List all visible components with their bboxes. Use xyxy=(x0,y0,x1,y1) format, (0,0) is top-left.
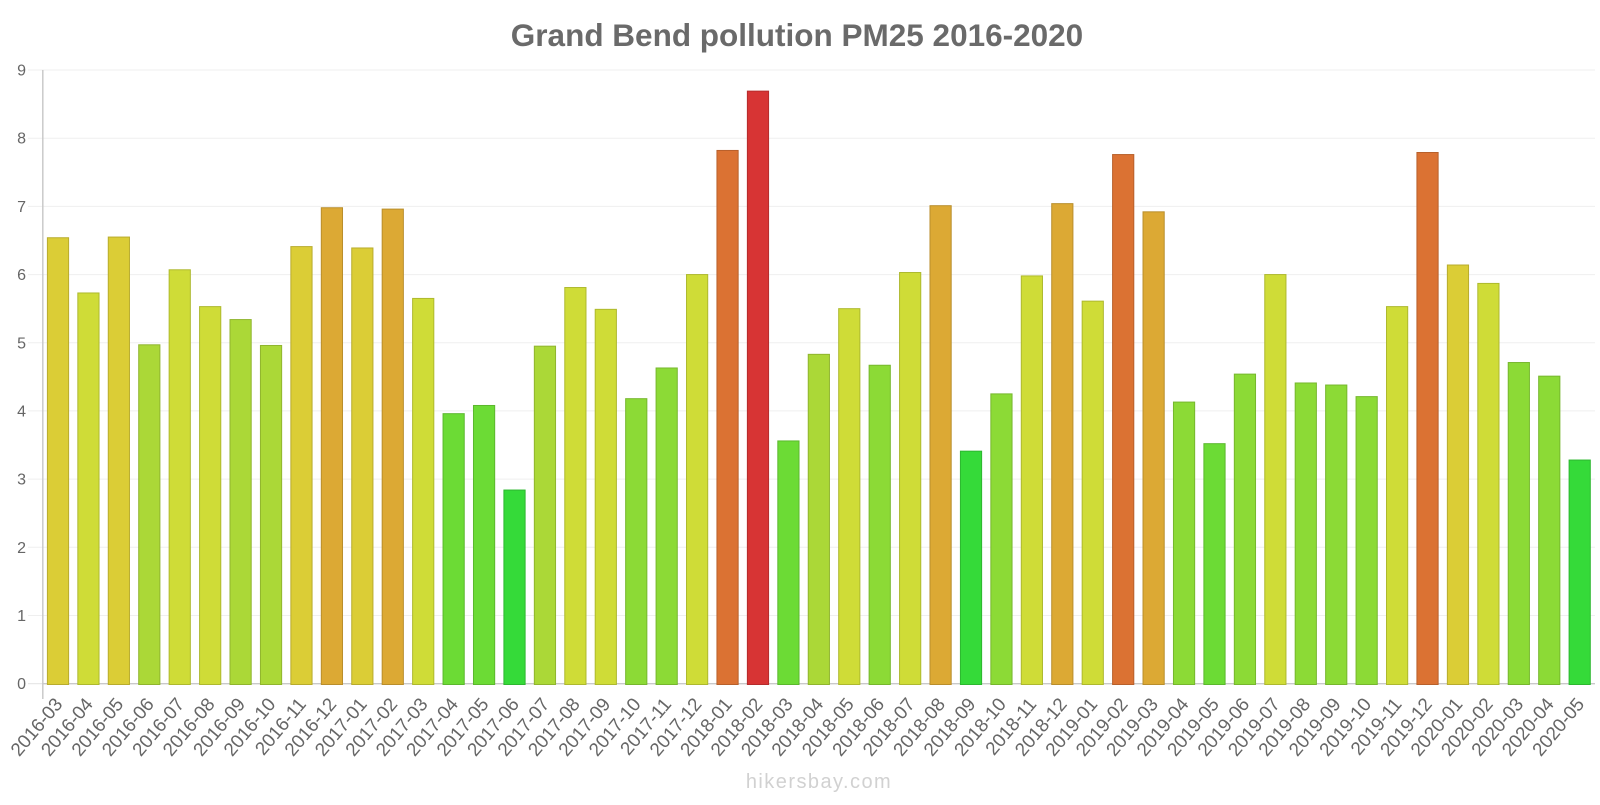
svg-text:3: 3 xyxy=(17,472,26,489)
svg-text:Grand Bend pollution PM25 2016: Grand Bend pollution PM25 2016-2020 xyxy=(511,17,1083,53)
svg-text:5: 5 xyxy=(17,335,26,352)
svg-text:6: 6 xyxy=(17,267,26,284)
svg-text:1: 1 xyxy=(17,608,26,625)
svg-text:hikersbay.com: hikersbay.com xyxy=(746,771,892,793)
svg-text:4: 4 xyxy=(17,403,26,420)
svg-text:8: 8 xyxy=(17,131,26,148)
svg-text:0: 0 xyxy=(17,676,26,693)
svg-text:2: 2 xyxy=(17,540,26,557)
svg-text:7: 7 xyxy=(17,199,26,216)
svg-text:9: 9 xyxy=(17,63,26,80)
